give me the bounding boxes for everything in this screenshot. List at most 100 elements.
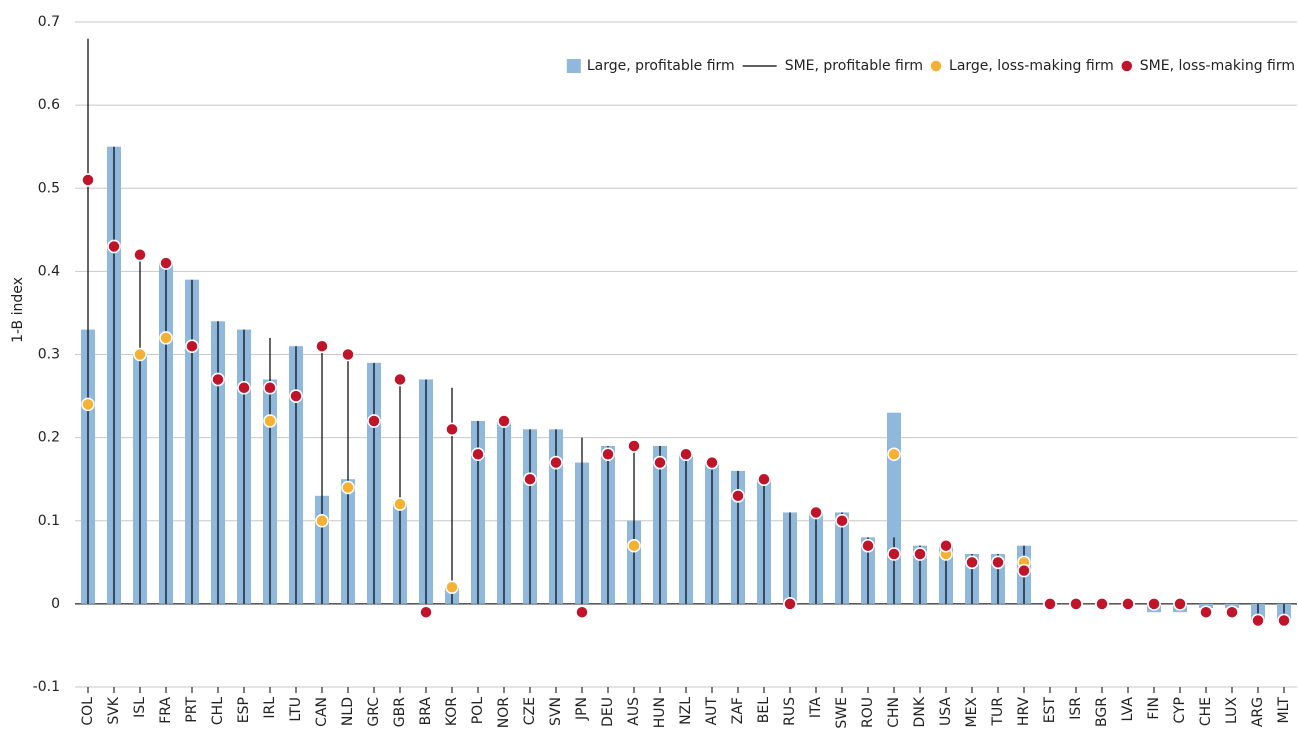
x-tick-label: GBR xyxy=(392,697,408,727)
dot xyxy=(1173,597,1187,611)
x-tick-label: AUT xyxy=(704,697,720,726)
x-tick-label: LVA xyxy=(1120,697,1136,722)
legend-label: Large, loss-making firm xyxy=(949,58,1114,74)
dot xyxy=(1069,597,1083,611)
x-tick-label: JPN xyxy=(574,697,590,721)
dot xyxy=(445,580,459,594)
legend-key xyxy=(1120,59,1134,73)
x-tick-label: ROU xyxy=(860,697,876,728)
dot xyxy=(1225,605,1239,619)
x-tick-label: IRL xyxy=(262,697,278,719)
x-tick-label: TUR xyxy=(990,697,1006,727)
x-tick-label: ZAF xyxy=(730,697,746,724)
y-tick-label: 0.4 xyxy=(38,263,60,279)
x-tick-label: SVN xyxy=(548,697,564,726)
dot xyxy=(939,538,953,553)
x-tick-label: POL xyxy=(470,697,486,724)
dot xyxy=(809,505,823,520)
dot xyxy=(679,447,693,461)
x-tick-label: ARG xyxy=(1250,697,1266,727)
legend-key xyxy=(929,59,943,73)
dot xyxy=(991,555,1005,570)
dot xyxy=(1277,613,1291,628)
x-tick-label: DEU xyxy=(600,697,616,727)
dot xyxy=(887,547,901,561)
x-tick-label: BGR xyxy=(1094,697,1110,727)
x-tick-label: CHL xyxy=(210,697,226,725)
dot xyxy=(1095,597,1109,611)
legend-key xyxy=(566,59,581,73)
dot xyxy=(1121,597,1135,611)
dot xyxy=(965,555,979,570)
dot xyxy=(237,381,251,395)
y-tick-label: 0.6 xyxy=(38,97,60,113)
dot xyxy=(159,331,173,345)
dot xyxy=(497,414,511,428)
x-tick-label: HUN xyxy=(652,697,668,728)
dot xyxy=(211,372,225,387)
x-tick-label: SWE xyxy=(834,697,850,729)
x-tick-label: ITA xyxy=(808,697,824,719)
y-tick-label: 0.1 xyxy=(38,513,60,529)
dot xyxy=(861,538,875,553)
y-tick-label: 0.5 xyxy=(38,180,60,196)
x-tick-label: KOR xyxy=(444,697,460,726)
dot xyxy=(315,514,329,528)
dot xyxy=(133,248,147,262)
x-tick-label: GRC xyxy=(366,697,382,727)
dot xyxy=(393,372,407,387)
x-tick-label: ISL xyxy=(132,697,148,718)
legend-label: SME, profitable firm xyxy=(785,58,923,74)
y-tick-label: 0 xyxy=(51,596,60,612)
x-tick-label: AUS xyxy=(626,697,642,726)
dot xyxy=(315,339,329,353)
dot xyxy=(705,455,719,470)
dot xyxy=(445,422,459,437)
x-tick-label: CHN xyxy=(886,697,902,728)
dot xyxy=(627,439,641,453)
x-tick-label: RUS xyxy=(782,697,798,726)
dot xyxy=(1017,563,1031,578)
dot xyxy=(523,472,537,486)
x-tick-label: CAN xyxy=(314,697,330,727)
dot xyxy=(627,538,641,553)
x-tick-label: LTU xyxy=(288,697,304,722)
x-tick-label: CYP xyxy=(1172,697,1188,724)
x-tick-label: HRV xyxy=(1016,697,1032,726)
legend-label: Large, profitable firm xyxy=(587,58,735,74)
x-tick-label: NZL xyxy=(678,697,694,725)
y-axis-title: 1-B index xyxy=(10,277,26,343)
dot xyxy=(107,239,121,254)
dot xyxy=(757,472,771,486)
dot xyxy=(341,347,355,362)
dot xyxy=(81,397,95,412)
x-tick-label: LUX xyxy=(1224,697,1240,724)
legend-label: SME, loss-making firm xyxy=(1140,58,1295,74)
x-tick-label: COL xyxy=(80,697,96,726)
dot xyxy=(783,597,797,611)
dot xyxy=(263,414,277,428)
x-tick-label: DNK xyxy=(912,696,928,727)
x-tick-label: NLD xyxy=(340,697,356,726)
dot xyxy=(471,447,485,461)
dot xyxy=(289,389,303,403)
x-tick-label: FRA xyxy=(158,697,174,724)
x-tick-label: NOR xyxy=(496,697,512,728)
dot xyxy=(1147,597,1161,611)
dot xyxy=(575,605,589,619)
dot xyxy=(731,489,745,503)
x-tick-label: MLT xyxy=(1276,697,1292,724)
dot xyxy=(185,339,199,353)
dot xyxy=(1251,613,1265,628)
dot xyxy=(419,605,433,619)
dot xyxy=(133,347,147,362)
x-tick-label: CHE xyxy=(1198,697,1214,726)
dot xyxy=(887,447,901,461)
y-tick-label: 0.2 xyxy=(38,430,60,446)
x-tick-label: CZE xyxy=(522,697,538,725)
x-tick-label: BRA xyxy=(418,697,434,726)
dot xyxy=(159,256,173,270)
dot xyxy=(341,480,355,495)
